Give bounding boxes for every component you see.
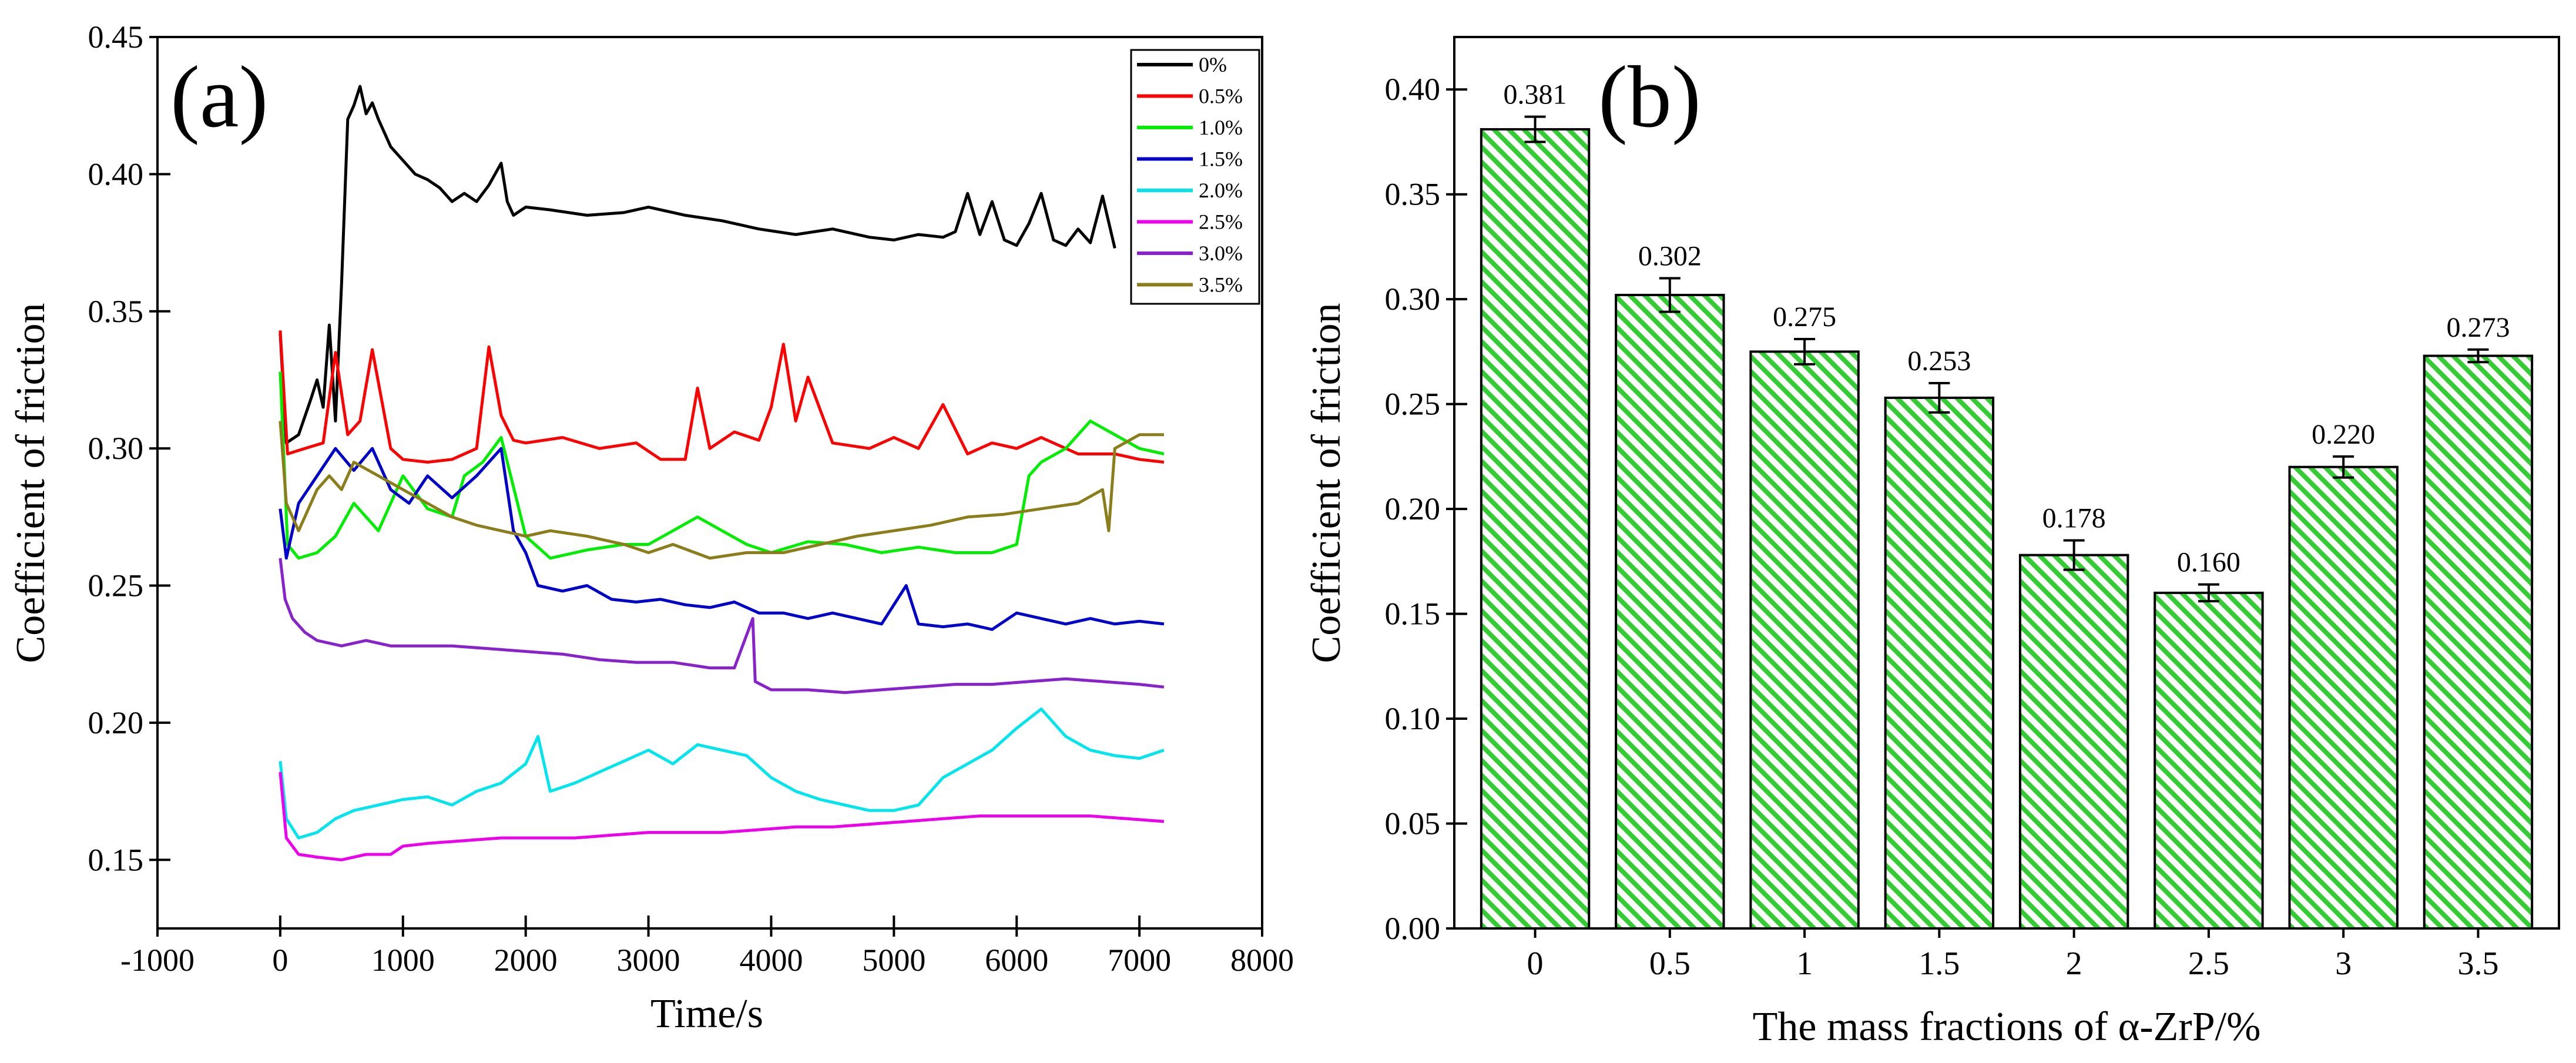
x-tick-label: 1 bbox=[1796, 945, 1813, 982]
data-label: 0.178 bbox=[2042, 503, 2106, 534]
panel-a-x-axis-title: Time/s bbox=[650, 991, 763, 1037]
data-label: 0.220 bbox=[2312, 419, 2375, 450]
series-line-4 bbox=[279, 707, 1165, 840]
series-line-7 bbox=[279, 421, 1164, 560]
legend-label: 3.0% bbox=[1199, 242, 1243, 265]
y-tick-label: 0.15 bbox=[1385, 596, 1441, 632]
data-label: 0.253 bbox=[1907, 346, 1971, 377]
x-tick-label: -1000 bbox=[120, 943, 194, 978]
y-tick-label: 0.25 bbox=[1385, 387, 1441, 422]
x-tick-label: 1.5 bbox=[1918, 945, 1960, 982]
panel-a-x-ticks: -1000 0 1000 2000 3000 4000 5000 6000 7000 8000 bbox=[120, 916, 1294, 978]
data-label: 0.381 bbox=[1504, 79, 1567, 110]
x-tick-label: 0 bbox=[272, 943, 288, 978]
y-tick-label: 0.40 bbox=[1385, 72, 1441, 107]
series-line-3 bbox=[279, 447, 1165, 631]
data-label: 0.275 bbox=[1773, 301, 1836, 333]
y-tick-label: 0.20 bbox=[88, 705, 144, 740]
x-tick-label: 2.5 bbox=[2188, 945, 2229, 982]
panel-a-y-ticks: 0.15 0.20 0.25 0.30 0.35 0.40 0.45 bbox=[88, 19, 170, 877]
bar-0.5 bbox=[1615, 294, 1725, 930]
x-tick-label: 4000 bbox=[739, 943, 803, 978]
panel-b-y-axis-title: Coefficient of friction bbox=[1304, 303, 1349, 663]
bar-1 bbox=[1749, 350, 1860, 930]
x-tick-label: 0.5 bbox=[1649, 945, 1690, 982]
legend-label: 3.5% bbox=[1199, 273, 1243, 297]
y-tick-label: 0.00 bbox=[1385, 911, 1441, 946]
y-tick-label: 0.30 bbox=[88, 431, 144, 466]
panel-b-label: (b) bbox=[1598, 48, 1701, 146]
y-tick-label: 0.10 bbox=[1385, 701, 1441, 736]
x-tick-label: 2000 bbox=[494, 943, 558, 978]
y-tick-label: 0.35 bbox=[88, 294, 144, 329]
y-tick-label: 0.20 bbox=[1385, 491, 1441, 527]
y-tick-label: 0.40 bbox=[88, 156, 144, 192]
bar-3 bbox=[2288, 465, 2399, 930]
legend-label: 2.0% bbox=[1199, 179, 1243, 202]
x-tick-label: 2 bbox=[2066, 945, 2082, 982]
series-line-6 bbox=[279, 558, 1165, 695]
panel-a-plot-frame bbox=[156, 36, 1263, 930]
data-label: 0.302 bbox=[1638, 240, 1702, 271]
x-tick-label: 8000 bbox=[1230, 943, 1294, 978]
panel-b: 0.00 0.05 0.10 0.15 0.20 0.25 0.30 0.35 0.40 0.3… bbox=[1304, 36, 2560, 1049]
bar-0 bbox=[1480, 128, 1591, 930]
x-tick-label: 3 bbox=[2335, 945, 2352, 982]
legend-label: 0% bbox=[1199, 53, 1227, 76]
y-tick-label: 0.05 bbox=[1385, 806, 1441, 841]
y-tick-label: 0.45 bbox=[88, 19, 144, 55]
legend-label: 0.5% bbox=[1199, 85, 1243, 108]
legend-label: 1.0% bbox=[1199, 116, 1243, 139]
y-tick-label: 0.15 bbox=[88, 842, 144, 877]
series-line-2 bbox=[279, 371, 1165, 560]
panel-a-series bbox=[279, 85, 1165, 861]
x-tick-label: 5000 bbox=[862, 943, 925, 978]
bar-2 bbox=[2018, 554, 2129, 930]
x-tick-label: 7000 bbox=[1108, 943, 1171, 978]
x-tick-label: 6000 bbox=[985, 943, 1048, 978]
x-tick-label: 3000 bbox=[617, 943, 680, 978]
panel-b-x-ticks: 0 0.5 1 1.5 2 2.5 3 3.5 bbox=[1527, 928, 2498, 982]
bar-2.5 bbox=[2154, 591, 2264, 930]
legend-label: 1.5% bbox=[1199, 147, 1243, 171]
x-tick-label: 3.5 bbox=[2457, 945, 2498, 982]
y-tick-label: 0.30 bbox=[1385, 281, 1441, 317]
panel-a-legend: 0% 0.5% 1.0% 1.5% 2.0% 2.5% 3.0% 3.5% bbox=[1130, 49, 1260, 305]
y-tick-label: 0.25 bbox=[88, 568, 144, 603]
series-line-1 bbox=[279, 330, 1165, 464]
legend-label: 2.5% bbox=[1199, 210, 1243, 234]
data-label: 0.160 bbox=[2177, 547, 2240, 578]
series-line-0 bbox=[279, 85, 1116, 445]
panel-a-y-axis-title: Coefficient of friction bbox=[8, 303, 53, 663]
x-tick-label: 0 bbox=[1527, 945, 1544, 982]
x-tick-label: 1000 bbox=[371, 943, 435, 978]
bar-3.5 bbox=[2423, 354, 2534, 930]
data-label: 0.273 bbox=[2446, 312, 2510, 343]
panel-a: 0.15 0.20 0.25 0.30 0.35 0.40 0.45 -1000 0 1000 2… bbox=[8, 19, 1294, 1037]
panel-a-label: (a) bbox=[170, 48, 268, 146]
bar-1.5 bbox=[1884, 396, 1995, 930]
panel-b-plot-frame bbox=[1453, 36, 2560, 930]
series-line-5 bbox=[279, 772, 1165, 861]
legend-box bbox=[1130, 49, 1260, 305]
panel-b-x-axis-title: The mass fractions of α-ZrP/% bbox=[1753, 1004, 2261, 1049]
panel-b-y-ticks: 0.00 0.05 0.10 0.15 0.20 0.25 0.30 0.35 0.40 bbox=[1385, 72, 1467, 946]
y-tick-label: 0.35 bbox=[1385, 177, 1441, 212]
panel-b-bars: 0.381 0.302 0.275 0.253 0.178 0.160 0.220 0.273 bbox=[1480, 79, 2534, 930]
